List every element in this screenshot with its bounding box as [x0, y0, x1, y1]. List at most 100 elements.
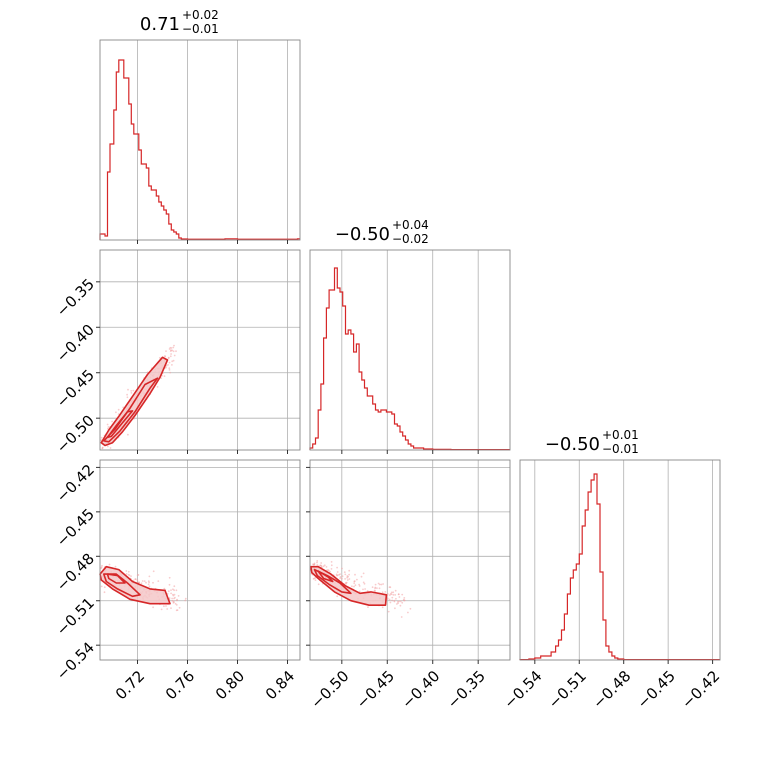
- sample-point: [148, 581, 151, 584]
- sample-point: [170, 589, 172, 591]
- sample-point: [115, 411, 117, 414]
- sample-point: [353, 580, 356, 582]
- sample-point: [358, 583, 360, 586]
- contour-p2_p1-level-2: [317, 570, 334, 583]
- sample-point: [109, 447, 112, 449]
- sample-point: [176, 609, 179, 611]
- sample-point: [356, 578, 358, 581]
- panel-frame: [99, 459, 301, 661]
- panel-frame: [309, 459, 511, 661]
- sample-point: [362, 581, 365, 584]
- sample-point: [320, 565, 323, 567]
- param-title-minus: −0.01: [182, 22, 219, 36]
- sample-point: [138, 581, 140, 584]
- param-title-minus: −0.02: [392, 232, 429, 246]
- sample-point: [127, 570, 130, 573]
- sample-point: [169, 350, 172, 352]
- sample-point: [354, 584, 357, 587]
- sample-point: [362, 588, 364, 591]
- sample-point: [390, 593, 393, 596]
- sample-point: [137, 574, 140, 576]
- sample-point: [127, 573, 130, 576]
- sample-point: [336, 574, 339, 577]
- sample-point: [330, 564, 333, 567]
- sample-point: [330, 561, 333, 563]
- sample-point: [343, 571, 346, 574]
- sample-point: [136, 579, 139, 581]
- histogram-p2: [519, 473, 720, 661]
- x-tick-label-p0: 0.76: [162, 667, 198, 703]
- sample-point: [168, 576, 171, 579]
- sample-point: [178, 606, 181, 609]
- sample-point: [395, 597, 397, 600]
- sample-point: [168, 583, 171, 586]
- param-title-plus: +0.02: [182, 8, 219, 22]
- sample-point: [167, 356, 170, 359]
- sample-point: [167, 364, 169, 366]
- y-tick-label-p1: −0.40: [53, 321, 98, 366]
- sample-point: [314, 577, 317, 579]
- sample-point: [163, 605, 165, 608]
- sample-point: [111, 420, 113, 423]
- sample-point: [108, 563, 111, 566]
- sample-point: [327, 569, 330, 572]
- sample-point: [386, 597, 389, 600]
- sample-point: [100, 567, 103, 570]
- sample-point: [169, 355, 172, 358]
- x-tick-label-p0: 0.80: [212, 667, 248, 703]
- sample-point: [160, 608, 163, 611]
- sample-point: [173, 344, 175, 347]
- sample-point: [152, 570, 155, 573]
- x-tick-label-p1: −0.45: [353, 667, 398, 712]
- sample-point: [390, 591, 393, 594]
- sample-point: [173, 354, 176, 357]
- sample-point: [399, 604, 402, 607]
- sample-point: [346, 575, 349, 577]
- sample-point: [126, 393, 128, 396]
- sample-point: [172, 588, 174, 591]
- x-tick-label-p0: 0.84: [262, 667, 298, 703]
- y-tick-label-p2: −0.42: [53, 461, 98, 506]
- sample-point: [354, 573, 356, 576]
- sample-point: [367, 606, 369, 608]
- sample-point: [348, 573, 350, 576]
- sample-point: [358, 590, 361, 593]
- sample-point: [175, 589, 178, 592]
- panel-frame: [99, 39, 301, 241]
- sample-point: [100, 436, 103, 439]
- sample-point: [172, 346, 175, 349]
- sample-point: [127, 433, 129, 436]
- contour-p2_p0-level-2: [106, 573, 126, 584]
- sample-point: [341, 567, 343, 570]
- param-title-median: 0.71: [140, 14, 180, 35]
- sample-point: [170, 353, 173, 355]
- sample-point: [388, 586, 391, 588]
- sample-point: [393, 599, 396, 602]
- sample-point: [127, 388, 129, 391]
- sample-point: [163, 587, 166, 590]
- sample-point: [175, 604, 178, 606]
- y-tick-label-p2: −0.51: [53, 594, 98, 639]
- sample-point: [141, 580, 144, 582]
- sample-point: [163, 375, 166, 377]
- sample-point: [177, 595, 180, 597]
- sample-point: [160, 377, 163, 379]
- sample-point: [157, 580, 160, 582]
- panel-frame: [99, 249, 301, 451]
- sample-point: [172, 600, 175, 603]
- y-tick-label-p1: −0.35: [53, 275, 98, 320]
- sample-point: [336, 595, 339, 598]
- sample-point: [397, 593, 400, 596]
- sample-point: [107, 426, 110, 428]
- sample-point: [400, 616, 403, 618]
- sample-point: [362, 572, 365, 575]
- contour-p2_p1-level-1: [313, 568, 352, 595]
- sample-point: [353, 585, 355, 588]
- param-title-median: −0.50: [545, 434, 600, 455]
- sample-point: [329, 570, 331, 573]
- sample-point: [103, 591, 106, 594]
- sample-point: [403, 599, 406, 602]
- x-tick-label-p2: −0.42: [678, 667, 723, 712]
- sample-point: [330, 568, 333, 570]
